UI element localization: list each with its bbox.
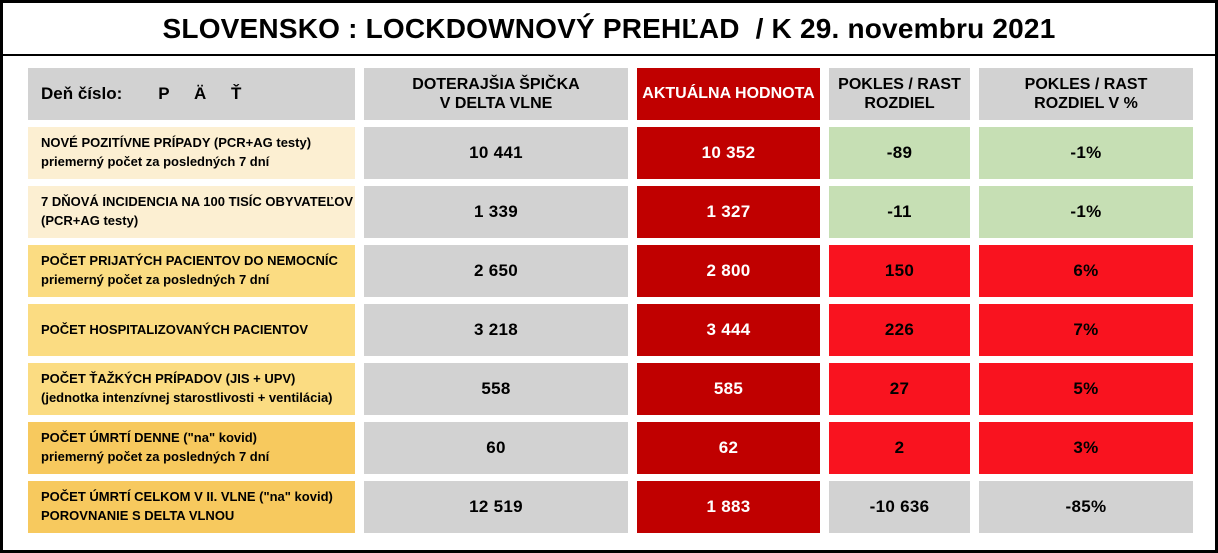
diff-pct-value: -85%: [979, 481, 1193, 533]
row-label-line1: POČET ÚMRTÍ CELKOM V II. VLNE ("na" kovi…: [41, 489, 333, 505]
row-label-line1: POČET PRIJATÝCH PACIENTOV DO NEMOCNÍC: [41, 253, 338, 269]
current-value: 1 883: [637, 481, 820, 533]
row-label-line1: NOVÉ POZITÍVNE PRÍPADY (PCR+AG testy): [41, 135, 312, 151]
row-label: POČET HOSPITALIZOVANÝCH PACIENTOV: [28, 304, 355, 356]
day-number-value: P Ä Ť: [158, 83, 252, 103]
header-peak-line2: V DELTA VLNE: [439, 95, 553, 112]
row-label-line2: priemerný počet za posledných 7 dní: [41, 449, 270, 464]
peak-value: 558: [364, 363, 628, 415]
diff-pct-value: 3%: [979, 422, 1193, 474]
diff-pct-value: 7%: [979, 304, 1193, 356]
header-pct-column: POKLES / RAST ROZDIEL V %: [979, 68, 1193, 120]
header-day-number: Deň číslo: P Ä Ť: [28, 68, 355, 120]
row-label-line2: priemerný počet za posledných 7 dní: [41, 154, 270, 169]
diff-pct-value: 6%: [979, 245, 1193, 297]
header-diff-line2: ROZDIEL: [864, 95, 935, 112]
header-pct-line2: ROZDIEL V %: [1034, 95, 1138, 112]
diff-value: 2: [829, 422, 970, 474]
peak-value: 60: [364, 422, 628, 474]
row-label: POČET PRIJATÝCH PACIENTOV DO NEMOCNÍC pri…: [28, 245, 355, 297]
row-label: NOVÉ POZITÍVNE PRÍPADY (PCR+AG testy) pri…: [28, 127, 355, 179]
header-current-label: AKTUÁLNA HODNOTA: [642, 85, 815, 103]
row-label-line2: POROVNANIE S DELTA VLNOU: [41, 508, 235, 523]
header-peak-column: DOTERAJŠIA ŠPIČKA V DELTA VLNE: [364, 68, 628, 120]
diff-pct-value: 5%: [979, 363, 1193, 415]
peak-value: 1 339: [364, 186, 628, 238]
row-label-line1: POČET ŤAŽKÝCH PRÍPADOV (JIS + UPV): [41, 371, 296, 387]
header-diff-column: POKLES / RAST ROZDIEL: [829, 68, 970, 120]
peak-value: 2 650: [364, 245, 628, 297]
diff-value: 226: [829, 304, 970, 356]
header-diff-line1: POKLES / RAST: [838, 75, 961, 93]
diff-value: -11: [829, 186, 970, 238]
current-value: 62: [637, 422, 820, 474]
diff-pct-value: -1%: [979, 127, 1193, 179]
row-label-line2: (jednotka intenzívnej starostlivosti + v…: [41, 390, 333, 405]
row-label-line2: (PCR+AG testy): [41, 213, 139, 228]
header-peak-line1: DOTERAJŠIA ŠPIČKA: [412, 75, 580, 93]
row-label-line1: 7 DŇOVÁ INCIDENCIA NA 100 TISÍC OBYVATEĽ…: [41, 194, 354, 210]
day-number-label: Deň číslo:: [41, 83, 123, 103]
row-label-line1: POČET ÚMRTÍ DENNE ("na" kovid): [41, 430, 258, 446]
diff-value: 150: [829, 245, 970, 297]
current-value: 10 352: [637, 127, 820, 179]
peak-value: 3 218: [364, 304, 628, 356]
lockdown-overview-table: Deň číslo: P Ä Ť DOTERAJŠIA ŠPIČKA V DEL…: [28, 68, 1193, 533]
header-pct-line1: POKLES / RAST: [1024, 75, 1148, 93]
row-label: POČET ÚMRTÍ CELKOM V II. VLNE ("na" kovi…: [28, 481, 355, 533]
peak-value: 12 519: [364, 481, 628, 533]
diff-value: -89: [829, 127, 970, 179]
current-value: 1 327: [637, 186, 820, 238]
current-value: 3 444: [637, 304, 820, 356]
diff-value: 27: [829, 363, 970, 415]
current-value: 585: [637, 363, 820, 415]
row-label-line1: POČET HOSPITALIZOVANÝCH PACIENTOV: [41, 321, 309, 337]
row-label: POČET ÚMRTÍ DENNE ("na" kovid) priemerný …: [28, 422, 355, 474]
page-title: SLOVENSKO : LOCKDOWNOVÝ PREHĽAD / K 29. …: [3, 3, 1215, 56]
row-label-line2: priemerný počet za posledných 7 dní: [41, 272, 270, 287]
current-value: 2 800: [637, 245, 820, 297]
row-label: POČET ŤAŽKÝCH PRÍPADOV (JIS + UPV) (jedno…: [28, 363, 355, 415]
diff-pct-value: -1%: [979, 186, 1193, 238]
diff-value: -10 636: [829, 481, 970, 533]
row-label: 7 DŇOVÁ INCIDENCIA NA 100 TISÍC OBYVATEĽ…: [28, 186, 355, 238]
header-current-column: AKTUÁLNA HODNOTA: [637, 68, 820, 120]
peak-value: 10 441: [364, 127, 628, 179]
